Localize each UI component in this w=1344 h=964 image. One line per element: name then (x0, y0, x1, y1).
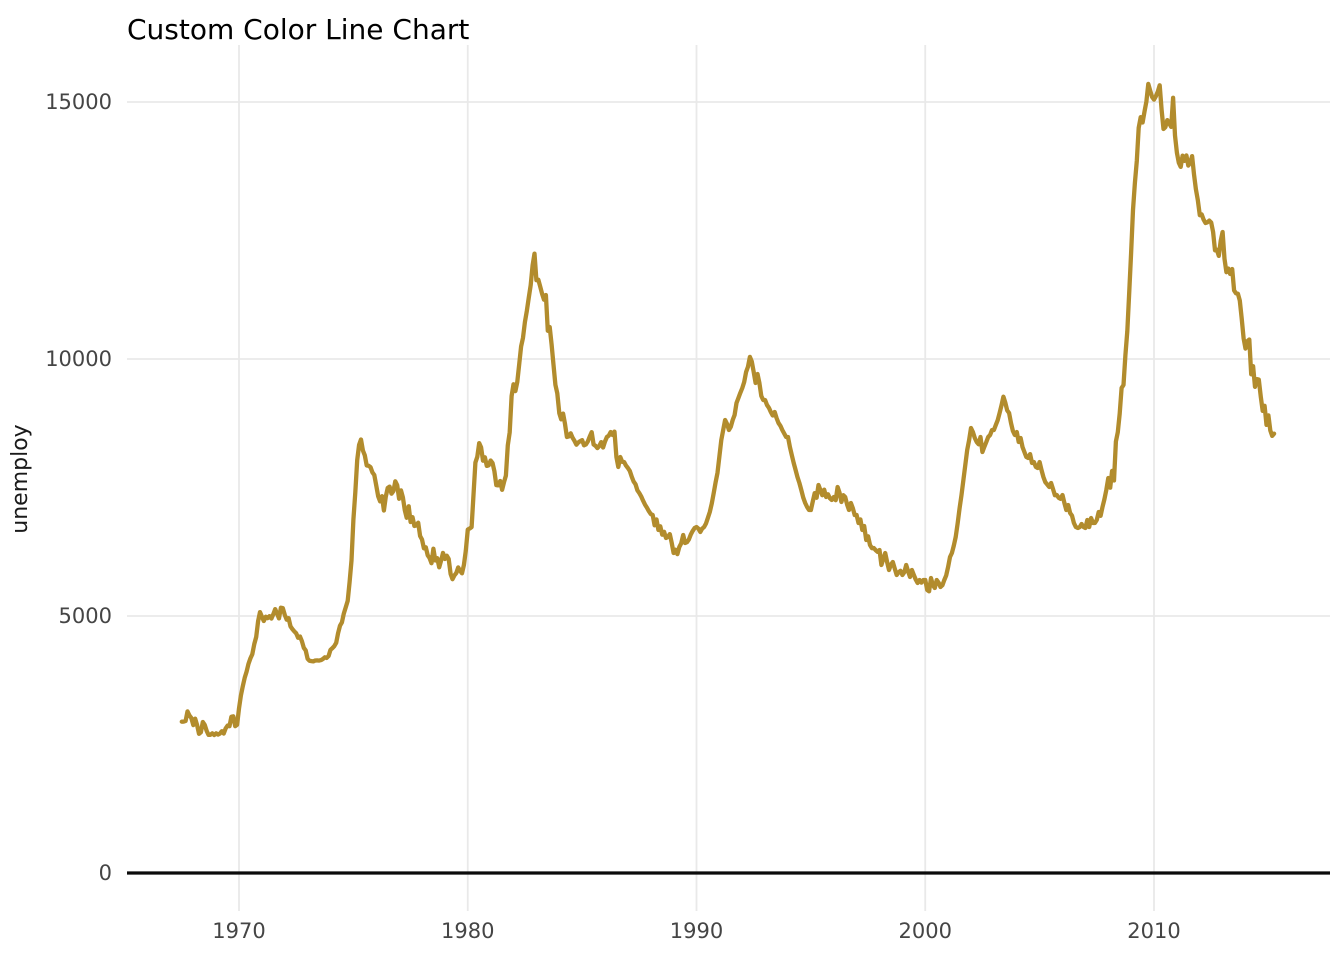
gridlines (127, 45, 1330, 911)
x-tick-label: 2010 (1127, 919, 1180, 943)
x-tick-label: 2000 (899, 919, 952, 943)
y-tick-label: 15000 (45, 90, 112, 114)
y-tick-label: 10000 (45, 347, 112, 371)
x-tick-label: 1980 (441, 919, 494, 943)
y-tick-label: 0 (99, 861, 112, 885)
data-series (179, 81, 1277, 738)
y-tick-label: 5000 (59, 604, 112, 628)
x-tick-label: 1970 (212, 919, 265, 943)
tick-labels: 1970 1980 1990 2000 2010 0 5000 10000 15000 (45, 90, 1181, 943)
y-axis-title: unemploy (8, 424, 33, 533)
unemploy-line (179, 81, 1277, 738)
chart-title: Custom Color Line Chart (127, 13, 469, 46)
x-tick-label: 1990 (670, 919, 723, 943)
